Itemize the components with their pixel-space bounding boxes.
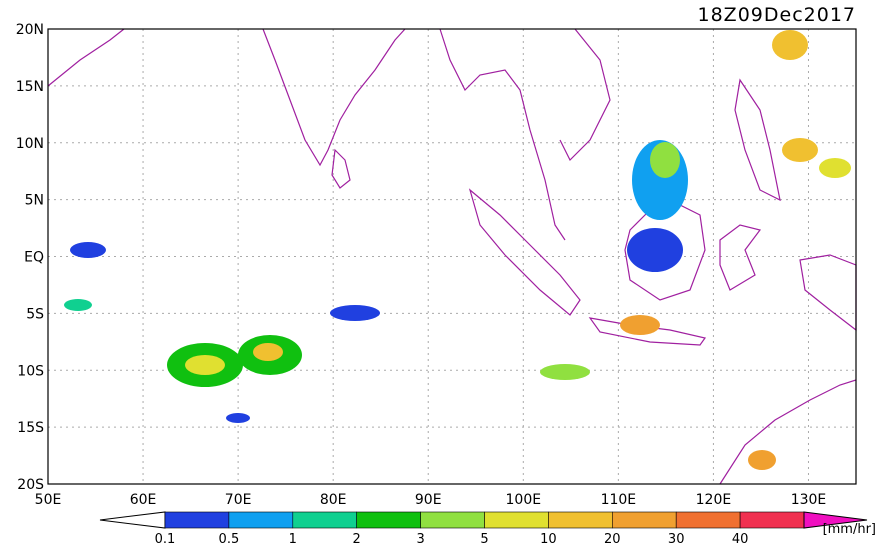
rain-cells (64, 30, 851, 470)
rain-cell (650, 142, 680, 178)
lat-label: 15S (17, 420, 44, 436)
coast-sulawesi (719, 224, 762, 291)
colorbar-segment (675, 511, 741, 529)
lat-label: 15N (16, 79, 44, 95)
colorbar-label: 5 (480, 532, 488, 544)
colorbar-label: 30 (668, 532, 685, 544)
lon-label: 50E (35, 492, 62, 508)
lat-label: 20N (16, 22, 44, 38)
coast-arabia (47, 28, 125, 87)
colorbar-unit: [mm/hr] (823, 522, 876, 537)
lon-label: 70E (225, 492, 252, 508)
coast-india (262, 28, 406, 167)
rain-cell (330, 305, 380, 321)
lon-label: 90E (415, 492, 442, 508)
rain-cell (627, 228, 683, 272)
lon-label: 110E (601, 492, 637, 508)
map-title: 18Z09Dec2017 (698, 4, 857, 26)
map-frame (47, 28, 857, 485)
rain-cell (540, 364, 590, 380)
rain-cell (253, 343, 283, 361)
lat-label: 5N (25, 193, 44, 209)
lon-label: 60E (130, 492, 157, 508)
lat-label: 20S (17, 477, 44, 493)
coast-vietnam (559, 28, 611, 162)
lat-label: 10N (16, 136, 44, 152)
rain-cell (226, 413, 250, 423)
colorbar-segment (420, 511, 485, 529)
colorbar-segment (164, 511, 230, 529)
rain-cell (748, 450, 776, 470)
colorbar: 0.1 0.5 1 2 3 5 10 20 30 40 [mm/hr] (99, 511, 876, 547)
rain-cell (772, 30, 808, 60)
rain-cell (70, 242, 106, 258)
lon-label: 100E (506, 492, 542, 508)
rain-cell (819, 158, 851, 178)
lat-label: 5S (26, 306, 44, 322)
rain-cell (185, 355, 225, 375)
colorbar-label: 3 (416, 532, 424, 544)
colorbar-label: 1 (289, 532, 297, 544)
coast-philippines (734, 78, 781, 202)
colorbar-label: 2 (353, 532, 361, 544)
lon-label: 130E (791, 492, 827, 508)
rain-cell (620, 315, 660, 335)
rain-cell (64, 299, 92, 311)
colorbar-label: 40 (732, 532, 749, 544)
colorbar-segment (739, 511, 805, 529)
colorbar-segment (292, 511, 357, 529)
colorbar-segment (484, 511, 549, 529)
coast-srilanka (331, 148, 351, 189)
colorbar-segment (356, 511, 421, 529)
graticule (48, 29, 856, 484)
lon-label: 80E (320, 492, 347, 508)
coast-australia (719, 379, 857, 485)
colorbar-segment (611, 511, 677, 529)
colorbar-segment (548, 511, 613, 529)
lat-label: 10S (17, 363, 44, 379)
colorbar-label: 10 (540, 532, 557, 544)
rain-cell (782, 138, 818, 162)
colorbar-label: 20 (604, 532, 621, 544)
colorbar-high (803, 511, 868, 529)
colorbar-label: 0.5 (219, 532, 240, 544)
colorbar-label: 0.1 (155, 532, 176, 544)
lat-label: EQ (24, 250, 44, 266)
colorbar-segment (228, 511, 294, 529)
lon-label: 120E (696, 492, 732, 508)
coast-sumatra (468, 188, 581, 316)
coast-burma (439, 28, 566, 241)
